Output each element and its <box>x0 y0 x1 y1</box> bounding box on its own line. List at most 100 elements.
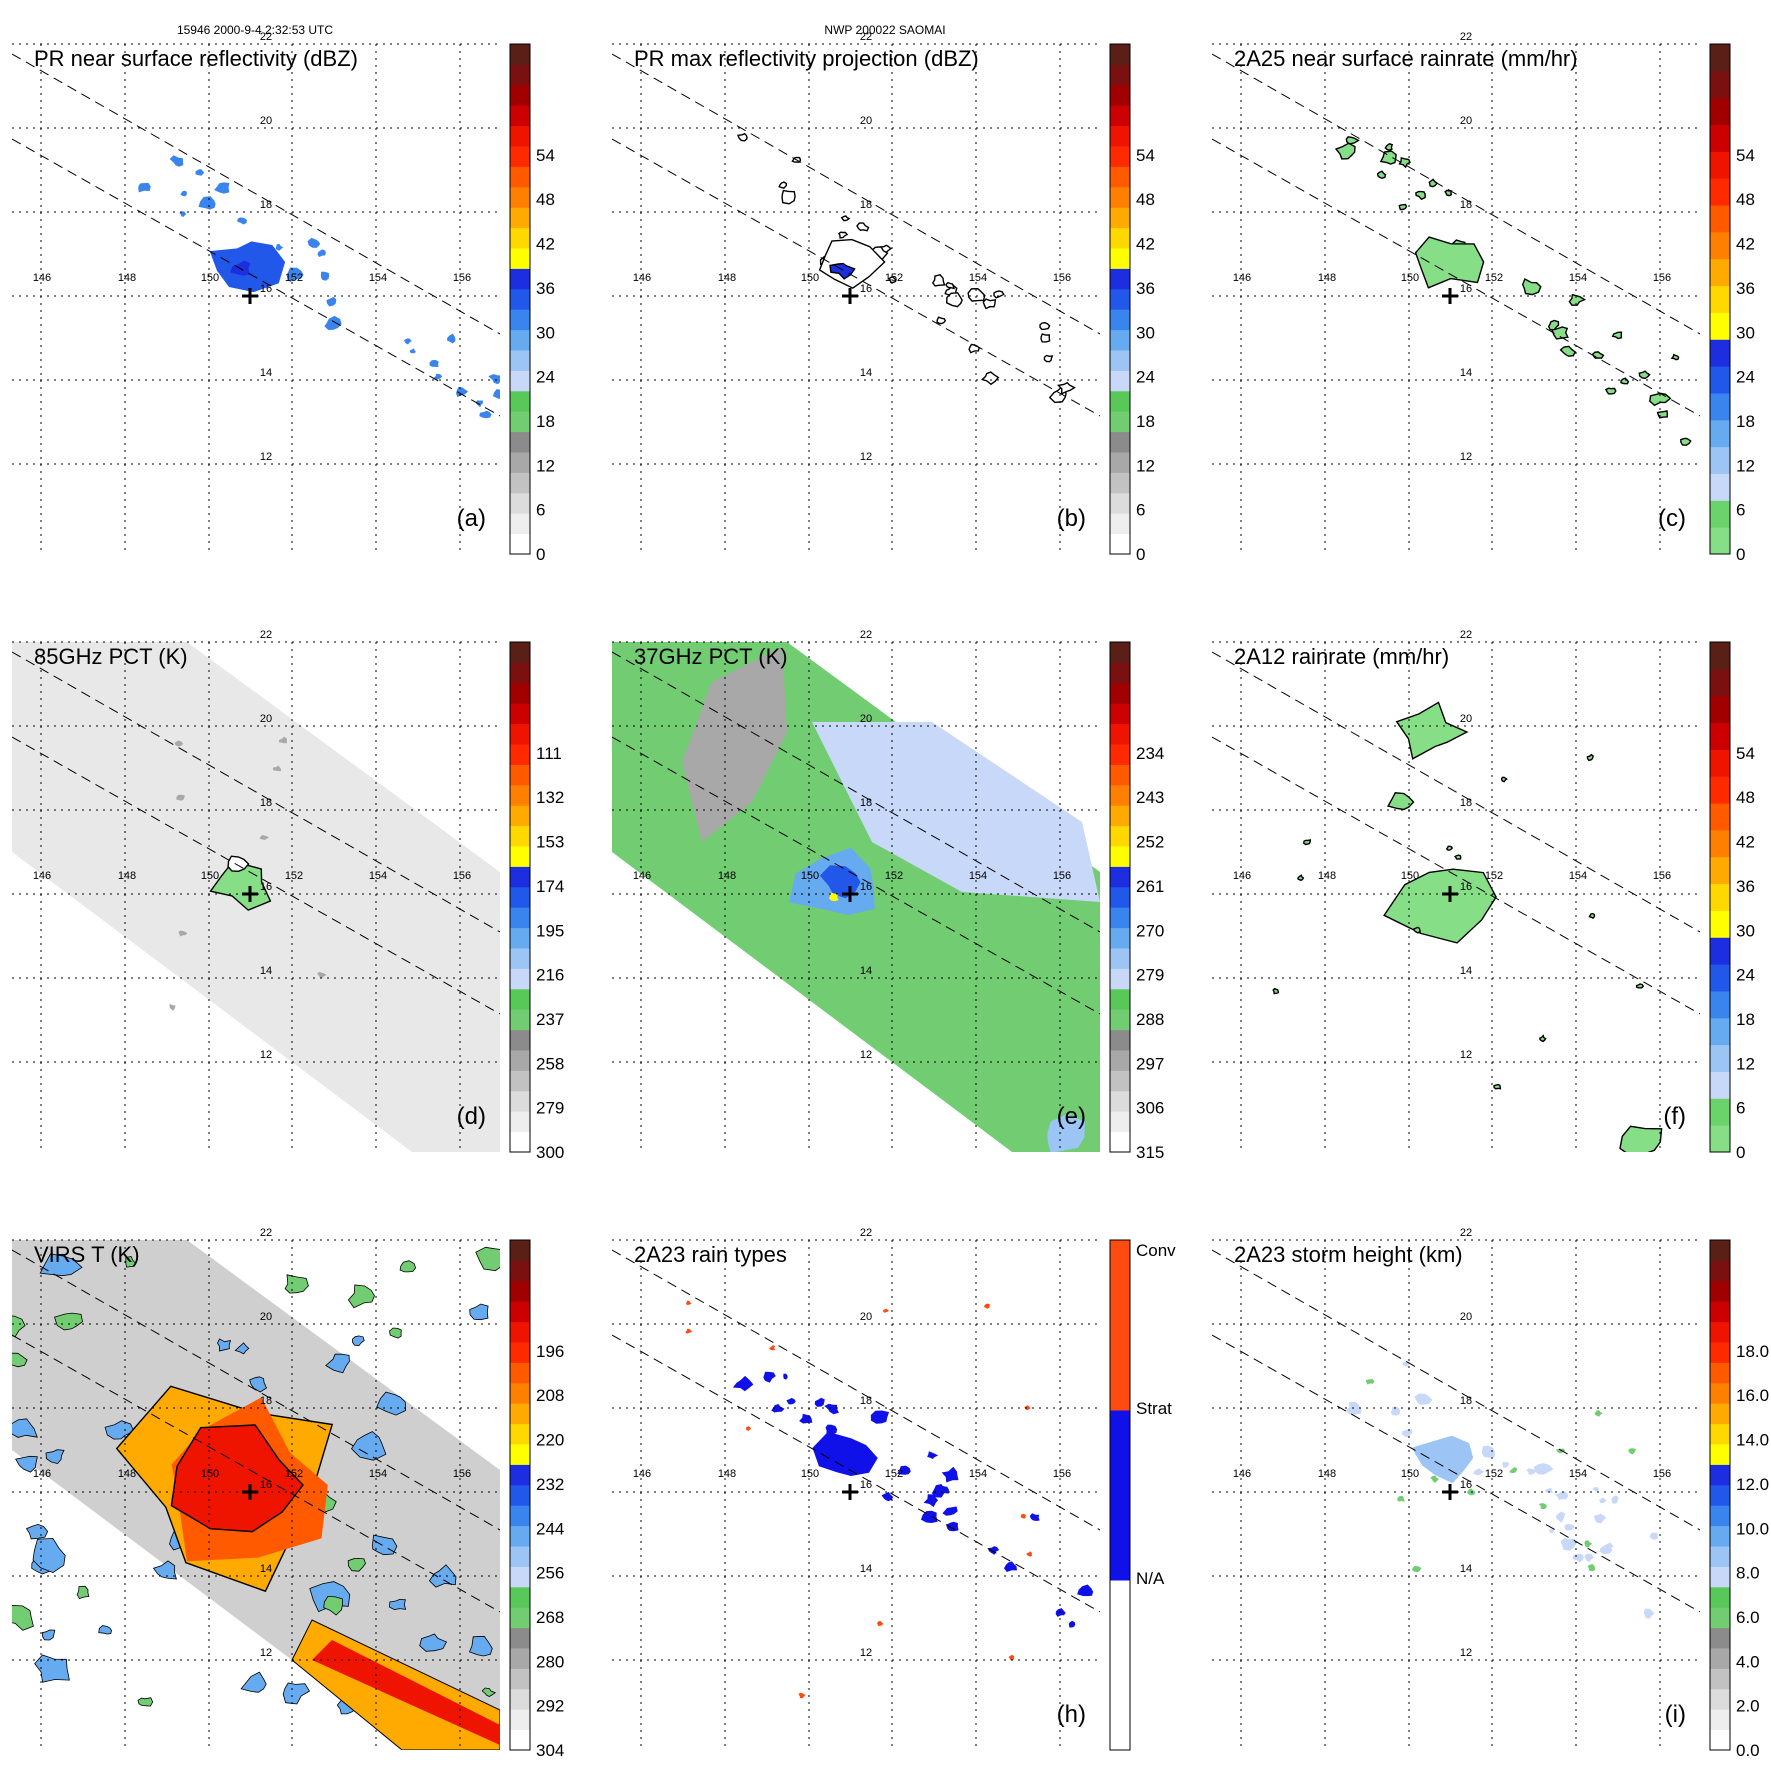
colorbar-cell <box>510 907 530 929</box>
cloud-band <box>469 1303 489 1321</box>
lon-tick-label: 154 <box>1569 870 1587 882</box>
colorbar-cell <box>510 1627 530 1649</box>
colorbar-cell <box>1710 1260 1730 1282</box>
rain-cell <box>936 316 947 325</box>
cold-cell <box>317 971 327 979</box>
lat-tick-label: 22 <box>1460 31 1472 43</box>
map-area <box>612 1249 1100 1699</box>
lat-tick-label: 22 <box>260 629 272 641</box>
colorbar-cell <box>1110 662 1130 684</box>
rain-cell <box>1680 437 1692 446</box>
cloud-edge <box>53 1312 83 1331</box>
colorbar-tick-label: 6 <box>1136 501 1145 520</box>
colorbar-tick-label: 237 <box>536 1010 564 1029</box>
colorbar-tick-label: 48 <box>1736 190 1755 209</box>
cold-cell <box>176 794 185 801</box>
colorbar-cell <box>510 1688 530 1710</box>
lon-tick-label: 146 <box>1233 870 1251 882</box>
colorbar-cell <box>510 1586 530 1608</box>
rain-cell <box>824 1403 839 1415</box>
swath-edge <box>12 53 500 335</box>
colorbar-tick-label: 270 <box>1136 921 1164 940</box>
rain-cell <box>920 1510 938 1523</box>
lat-tick-label: 16 <box>1460 881 1472 893</box>
colorbar-cell <box>1110 642 1130 663</box>
colorbar-cell <box>1110 288 1130 310</box>
rain-cell <box>1029 1513 1040 1521</box>
colorbar-tick-label: 10.0 <box>1736 1519 1769 1538</box>
panel-title: PR max reflectivity projection (dBZ) <box>634 46 979 71</box>
colorbar-cell <box>1710 1423 1730 1445</box>
lat-tick-label: 20 <box>260 115 272 127</box>
colorbar-cell <box>1710 419 1730 448</box>
cold-cell <box>259 835 269 840</box>
rain-cell <box>492 389 500 400</box>
se-patch <box>1047 1114 1085 1152</box>
colorbar-tick-label: 174 <box>536 877 564 896</box>
colorbar-tick-label: 6 <box>536 501 545 520</box>
colorbar-cell <box>1710 1484 1730 1506</box>
rain-cell <box>1334 142 1356 160</box>
colorbar-cell <box>510 1484 530 1506</box>
colorbar-cell <box>1710 258 1730 287</box>
height-cell <box>1411 1565 1422 1573</box>
height-cell <box>1365 1379 1375 1385</box>
light-band <box>812 722 1100 902</box>
lon-tick-label: 146 <box>633 870 651 882</box>
colorbar-cell <box>1710 1586 1730 1608</box>
lon-tick-label: 148 <box>1318 870 1336 882</box>
lat-tick-label: 16 <box>260 1479 272 1491</box>
storm-center-marker <box>842 288 858 304</box>
colorbar-cell <box>510 452 530 473</box>
colorbar-tick-label: 48 <box>536 190 555 209</box>
rain-cell <box>1568 293 1587 306</box>
cold-cell <box>272 765 281 772</box>
colorbar: 0 6 12 18 24 30 36 42 48 54 <box>509 43 555 564</box>
colorbar-cell <box>1710 883 1730 911</box>
rain-cell <box>783 1373 788 1380</box>
colorbar-tick-label: 132 <box>536 788 564 807</box>
colorbar-cell <box>510 411 530 433</box>
lon-tick-label: 148 <box>118 870 136 882</box>
lon-tick-label: 156 <box>1053 1468 1071 1480</box>
colorbar-cell <box>1710 1546 1730 1567</box>
eyewall <box>209 864 272 911</box>
colorbar-cell <box>1710 1627 1730 1649</box>
colorbar-tick-label: 220 <box>536 1431 564 1450</box>
colorbar-cell <box>1710 285 1730 313</box>
colorbar-tick-label: 6 <box>1736 501 1745 520</box>
colorbar-tick-label: 48 <box>1136 190 1155 209</box>
lon-tick-label: 150 <box>1401 272 1419 284</box>
cloud-edge <box>12 1352 28 1368</box>
rain-cell <box>856 222 870 232</box>
swath-edge <box>612 53 1100 335</box>
rain-cell <box>1068 1620 1076 1628</box>
lon-tick-label: 146 <box>1233 272 1251 284</box>
lon-tick-label: 152 <box>285 272 303 284</box>
rain-cell <box>1384 143 1394 151</box>
colorbar-tick-label: 244 <box>536 1519 564 1538</box>
colorbar-cell <box>1110 472 1130 494</box>
cold-cell <box>178 930 188 937</box>
colorbar-cell <box>1710 124 1730 152</box>
cloud-band <box>419 1633 448 1652</box>
cloud-band <box>104 1420 135 1440</box>
panel-title: PR near surface reflectivity (dBZ) <box>34 46 358 71</box>
lat-tick-label: 12 <box>260 1049 272 1061</box>
cloud-band <box>282 1682 311 1705</box>
lat-tick-label: 18 <box>260 797 272 809</box>
rain-cell <box>1555 1491 1569 1500</box>
rain-cell <box>320 271 330 281</box>
colorbar-cell <box>510 1301 530 1323</box>
lon-tick-label: 148 <box>718 272 736 284</box>
colorbar-cell <box>510 1050 530 1071</box>
rain-cell <box>138 182 151 193</box>
lon-tick-label: 150 <box>1401 870 1419 882</box>
lat-tick-label: 16 <box>1460 283 1472 295</box>
rain-cell <box>1454 854 1462 860</box>
cold-cell <box>278 736 287 744</box>
rain-cell <box>317 249 326 257</box>
rain-cell <box>180 190 187 197</box>
colorbar-cell <box>1710 1240 1730 1261</box>
